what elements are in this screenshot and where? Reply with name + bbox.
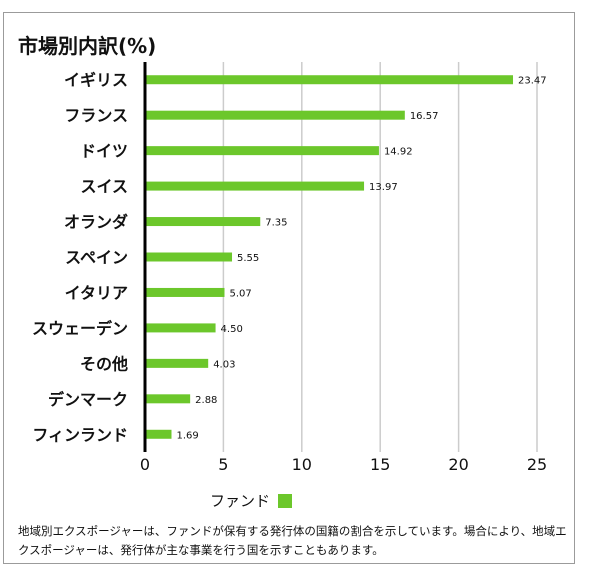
data-label: 7.35 xyxy=(265,218,287,229)
data-label: 5.55 xyxy=(237,253,259,264)
bar xyxy=(145,110,405,120)
bar xyxy=(145,323,216,333)
bar xyxy=(145,287,225,297)
bar xyxy=(145,358,209,368)
x-tick-label: 0 xyxy=(140,455,150,474)
bar xyxy=(145,429,172,439)
data-label: 16.57 xyxy=(410,111,439,122)
legend: ファンド xyxy=(210,490,293,511)
data-label: 4.03 xyxy=(213,359,235,370)
chart-card xyxy=(3,12,575,564)
bars xyxy=(145,75,514,439)
data-label: 2.88 xyxy=(195,395,217,406)
footnote: 地域別エクスポージャーは、ファンドが保有する発行体の国籍の割合を示しています。場… xyxy=(18,524,567,557)
data-labels: 23.47 16.57 14.92 13.97 7.35 5.55 5.07 4.50 4.03… xyxy=(176,76,546,442)
category-label: スイス xyxy=(80,177,128,196)
x-tick-label: 10 xyxy=(292,455,312,474)
data-label: 1.69 xyxy=(176,430,198,441)
data-label: 5.07 xyxy=(229,288,251,299)
chart-title: 市場別内訳(%) xyxy=(18,34,157,58)
bar xyxy=(145,252,233,262)
bar xyxy=(145,394,191,404)
legend-swatch xyxy=(278,493,293,508)
data-label: 23.47 xyxy=(518,76,547,87)
x-tick-label: 15 xyxy=(370,455,390,474)
category-label: その他 xyxy=(80,354,128,373)
bar xyxy=(145,146,379,156)
data-label: 4.50 xyxy=(221,324,243,335)
legend-label: ファンド xyxy=(210,492,271,510)
category-label: イギリス xyxy=(64,71,128,90)
bar xyxy=(145,217,261,227)
grid-lines xyxy=(222,62,538,452)
category-labels: イギリスフランスドイツスイスオランダスペインイタリアスウェーデンその他デンマーク… xyxy=(32,71,128,445)
category-label: スペイン xyxy=(65,248,128,267)
data-label: 14.92 xyxy=(384,147,413,158)
category-label: フィンランド xyxy=(32,425,128,444)
category-label: スウェーデン xyxy=(32,319,128,338)
category-label: ドイツ xyxy=(80,142,128,161)
category-label: イタリア xyxy=(65,283,128,302)
bar xyxy=(145,75,514,85)
x-tick-label: 25 xyxy=(527,455,547,474)
category-label: デンマーク xyxy=(48,390,128,409)
data-label: 13.97 xyxy=(369,182,398,193)
tick-labels: 0 5 10 15 20 25 xyxy=(140,455,547,474)
x-tick-label: 20 xyxy=(448,455,468,474)
x-tick-label: 5 xyxy=(218,455,228,474)
bar xyxy=(145,181,365,191)
category-label: オランダ xyxy=(64,213,128,232)
category-label: フランス xyxy=(64,106,128,125)
